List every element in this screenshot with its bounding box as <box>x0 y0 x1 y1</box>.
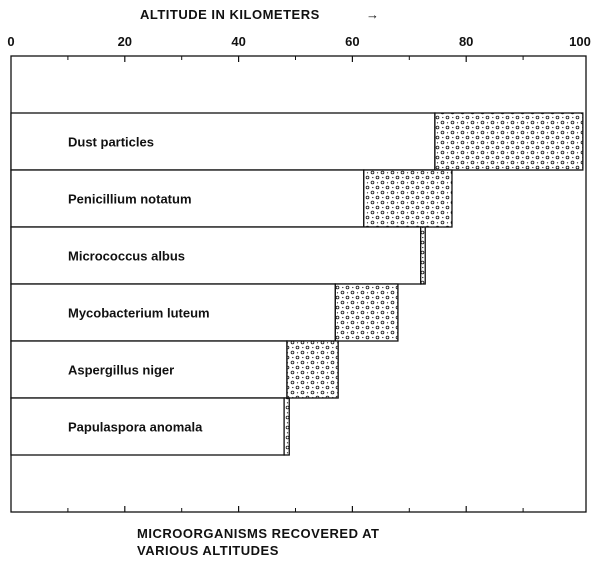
bar-label-0: Dust particles <box>68 135 154 150</box>
x-tick-label-100: 100 <box>569 34 591 49</box>
x-axis-arrow: → <box>366 7 380 22</box>
bar-dotted-1 <box>363 169 453 228</box>
x-axis-title: ALTITUDE IN KILOMETERS <box>140 7 320 22</box>
x-tick-label-80: 80 <box>459 34 473 49</box>
bar-dotted-4 <box>286 340 339 399</box>
bar-label-4: Aspergillus niger <box>68 363 174 378</box>
caption-line-2: VARIOUS ALTITUDES <box>137 543 279 558</box>
bar-dotted-2 <box>420 226 426 285</box>
bar-plain-2 <box>10 226 422 285</box>
bar-label-2: Micrococcus albus <box>68 249 185 264</box>
bar-label-1: Penicillium notatum <box>68 192 192 207</box>
bar-label-5: Papulaspora anomala <box>68 420 203 435</box>
x-tick-label-20: 20 <box>118 34 132 49</box>
x-tick-label-0: 0 <box>7 34 14 49</box>
bar-dotted-5 <box>283 397 290 456</box>
bar-plain-5 <box>10 397 285 456</box>
x-tick-label-40: 40 <box>231 34 245 49</box>
bar-dotted-0 <box>434 112 584 171</box>
bar-dotted-3 <box>334 283 399 342</box>
x-tick-label-60: 60 <box>345 34 359 49</box>
bar-label-3: Mycobacterium luteum <box>68 306 210 321</box>
x-tick-marks <box>67 56 524 512</box>
axis-title-group: ALTITUDE IN KILOMETERS → <box>140 7 380 22</box>
caption-line-1: MICROORGANISMS RECOVERED AT <box>137 526 379 541</box>
x-tick-labels: 0 20 40 60 80 100 <box>7 34 590 49</box>
caption-group: MICROORGANISMS RECOVERED AT VARIOUS ALTI… <box>137 526 379 558</box>
bars-group: Dust particles Penicillium notatum Microco… <box>10 112 584 456</box>
bar-plain-1 <box>10 169 365 228</box>
